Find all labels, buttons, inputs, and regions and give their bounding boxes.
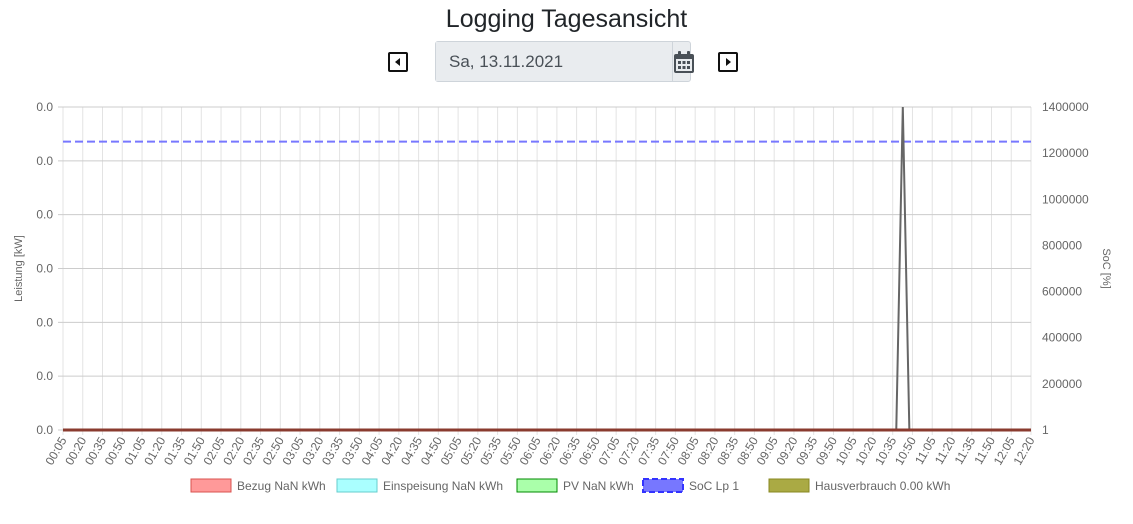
- caret-left-square-icon: [395, 58, 400, 66]
- y-left-tick-label: 0.0: [36, 369, 53, 383]
- y-right-tick-label: 1: [1042, 423, 1049, 437]
- date-picker[interactable]: [435, 41, 694, 82]
- prev-day-button[interactable]: [388, 52, 408, 72]
- x-tick-label: 12:20: [1010, 434, 1037, 467]
- y-left-tick-label: 0.0: [36, 262, 53, 276]
- legend-label: Hausverbrauch 0.00 kWh: [815, 479, 950, 493]
- legend-label: PV NaN kWh: [563, 479, 634, 493]
- legend-label: Einspeisung NaN kWh: [383, 479, 503, 493]
- legend-label: Bezug NaN kWh: [237, 479, 326, 493]
- spike-line: [895, 106, 911, 431]
- y-right-axis-title: SoC [%]: [1100, 248, 1112, 288]
- y-left-axis-title: Leistung [kW]: [13, 235, 25, 302]
- y-left-tick-label: 0.0: [36, 208, 53, 222]
- y-right-tick-label: 1000000: [1042, 192, 1089, 206]
- y-left-tick-label: 0.0: [36, 100, 53, 114]
- y-left-tick-label: 0.0: [36, 423, 53, 437]
- y-right-tick-label: 200000: [1042, 377, 1082, 391]
- legend-swatch: [768, 478, 810, 493]
- legend-swatch: [336, 478, 378, 493]
- legend-swatch: [190, 478, 232, 493]
- y-right-tick-label: 1200000: [1042, 146, 1089, 160]
- y-right-tick-label: 800000: [1042, 238, 1082, 252]
- legend-swatch: [642, 478, 684, 493]
- date-input[interactable]: [436, 42, 672, 81]
- legend-swatch: [516, 478, 558, 493]
- legend-label: SoC Lp 1: [689, 479, 739, 493]
- calendar-button[interactable]: [672, 42, 695, 81]
- power-chart: 00:0500:2000:3500:5001:0501:2001:3501:50…: [13, 100, 1112, 493]
- page-title: Logging Tagesansicht: [445, 5, 688, 33]
- caret-right-square-icon: [726, 58, 731, 66]
- calendar-icon: [674, 50, 694, 73]
- y-right-tick-label: 600000: [1042, 285, 1082, 299]
- y-left-tick-label: 0.0: [36, 154, 53, 168]
- y-right-tick-label: 1400000: [1042, 100, 1089, 114]
- next-day-button[interactable]: [718, 52, 738, 72]
- y-left-tick-label: 0.0: [36, 315, 53, 329]
- y-right-tick-label: 400000: [1042, 331, 1082, 345]
